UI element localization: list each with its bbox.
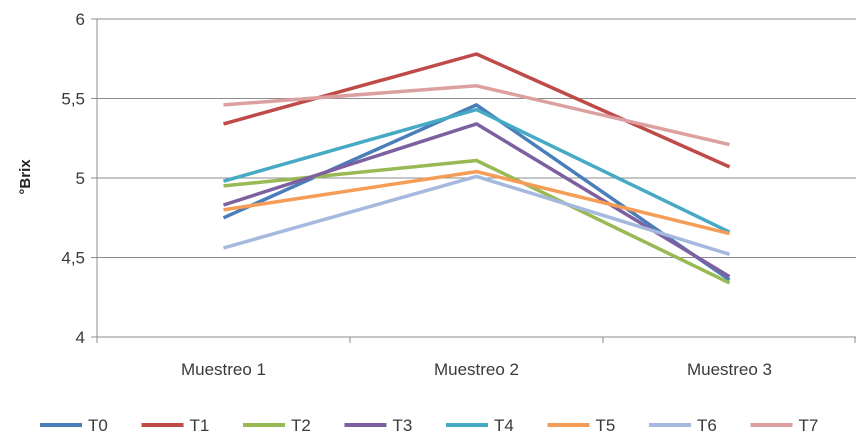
y-tick-label: 4	[76, 328, 85, 347]
legend-item-t4: T4	[446, 416, 514, 435]
y-axis-label: °Brix	[17, 159, 34, 195]
legend-item-t5: T5	[547, 416, 616, 435]
legend-item-t7: T7	[750, 416, 819, 435]
series-line-t4	[223, 107, 731, 234]
legend-label: T6	[697, 416, 717, 435]
y-tick-label: 4,5	[61, 249, 85, 268]
legend-item-t1: T1	[141, 416, 210, 435]
y-tick-label: 5,5	[61, 90, 85, 109]
series-line-t0	[222, 103, 731, 282]
legend-item-t2: T2	[243, 416, 311, 435]
legend-label: T5	[596, 416, 616, 435]
legend-label: T0	[88, 416, 108, 435]
y-tick-label: 6	[76, 10, 85, 29]
legend-label: T3	[393, 416, 413, 435]
series-line-t1	[223, 52, 731, 169]
series-line-t5	[223, 169, 730, 236]
legend-label: T1	[190, 416, 210, 435]
legend: T0 T1 T2 T3 T4 T5 T6 T7	[40, 416, 818, 435]
y-tick-label: 5	[76, 169, 85, 188]
axes: 4 4,5 5 5,5 6 Muestreo 1 Muestreo 2 Muestreo 3	[61, 10, 856, 379]
series-line-t6	[223, 174, 731, 256]
legend-item-t0: T0	[40, 416, 108, 435]
legend-label: T7	[799, 416, 819, 435]
gridlines	[97, 18, 856, 258]
x-tick-label: Muestreo 3	[687, 360, 772, 379]
legend-item-t3: T3	[344, 416, 413, 435]
x-tick-label: Muestreo 2	[434, 360, 519, 379]
x-tick-label: Muestreo 1	[181, 360, 266, 379]
series-line-t7	[223, 84, 730, 147]
legend-item-t6: T6	[649, 416, 717, 435]
legend-label: T2	[291, 416, 311, 435]
series-line-t3	[222, 122, 731, 279]
legend-label: T4	[494, 416, 514, 435]
series-lines	[222, 52, 731, 285]
